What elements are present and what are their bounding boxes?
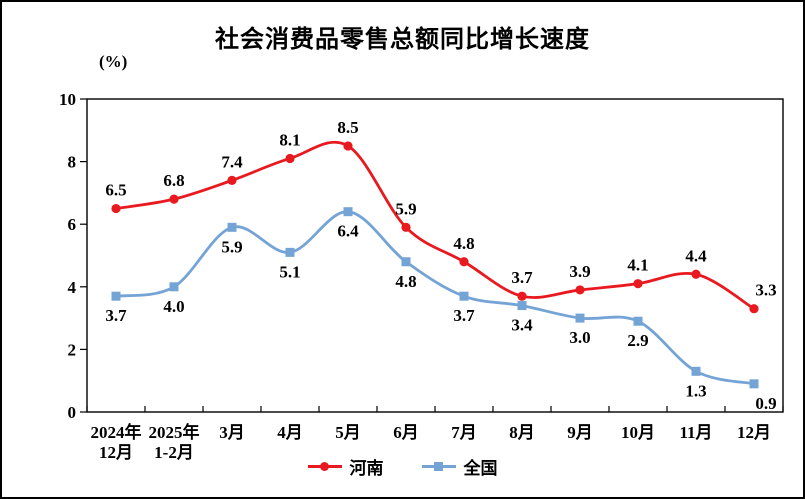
data-marker	[343, 207, 353, 217]
data-label: 8.1	[279, 130, 300, 149]
x-tick-label: 11月	[679, 423, 712, 442]
data-label: 3.3	[755, 281, 776, 300]
data-marker	[343, 141, 353, 151]
data-label: 4.0	[163, 297, 184, 316]
data-marker	[401, 257, 411, 267]
data-marker	[691, 366, 701, 376]
data-label: 6.4	[337, 222, 359, 241]
data-marker	[517, 291, 527, 301]
data-label: 8.5	[337, 118, 358, 137]
data-marker	[517, 301, 527, 311]
data-label: 6.8	[163, 171, 184, 190]
data-marker	[459, 291, 469, 301]
data-marker	[633, 279, 643, 289]
data-marker	[169, 194, 179, 204]
x-tick-label: 12月	[737, 423, 771, 442]
henan-series-marker-icon	[307, 462, 342, 471]
data-marker	[227, 175, 237, 185]
data-marker	[749, 304, 759, 314]
data-marker	[285, 247, 295, 257]
y-tick-label: 6	[68, 215, 77, 234]
data-label: 3.7	[453, 306, 475, 325]
data-label: 5.9	[395, 199, 416, 218]
legend-label-henan: 河南	[349, 459, 384, 478]
data-label: 3.4	[511, 316, 533, 335]
data-label: 5.1	[279, 262, 300, 281]
chart-title: 社会消费品零售总额同比增长速度	[215, 27, 590, 53]
data-label: 3.7	[511, 268, 533, 287]
x-tick-label: 10月	[621, 423, 655, 442]
data-label: 5.9	[221, 237, 242, 256]
data-marker	[575, 313, 585, 323]
series-line-河南	[114, 140, 756, 311]
national-series-marker-icon	[421, 462, 456, 471]
data-label: 1.3	[685, 381, 706, 400]
x-tick-label: 6月	[393, 423, 419, 442]
data-label: 4.4	[685, 246, 707, 265]
x-tick-label: 4月	[277, 423, 303, 442]
y-tick-label: 0	[68, 403, 77, 422]
y-tick-label: 8	[68, 153, 77, 172]
data-label: 2.9	[627, 331, 648, 350]
data-marker	[575, 285, 585, 295]
data-marker	[111, 203, 121, 214]
data-marker	[111, 291, 121, 301]
data-marker	[169, 282, 179, 292]
legend-label-national: 全国	[463, 459, 498, 478]
x-tick-label: 12月	[99, 443, 133, 462]
data-marker	[285, 153, 295, 164]
plot-border	[86, 98, 784, 413]
y-tick-label: 2	[68, 340, 77, 359]
data-label: 3.0	[569, 328, 590, 347]
data-label: 4.1	[627, 256, 648, 275]
legend-item-national: 全国	[421, 454, 498, 479]
data-marker	[227, 222, 237, 232]
data-label: 4.8	[453, 234, 474, 253]
data-label: 3.7	[105, 306, 127, 325]
x-tick-label: 9月	[567, 423, 593, 442]
x-tick-label: 7月	[451, 423, 477, 442]
series-line-全国	[114, 210, 756, 386]
data-marker	[749, 379, 759, 389]
data-label: 4.8	[395, 272, 416, 291]
data-label: 7.4	[221, 152, 243, 171]
legend: 河南 全国	[2, 454, 803, 479]
x-tick-label: 8月	[509, 423, 535, 442]
data-label: 0.9	[755, 394, 776, 413]
data-marker	[633, 316, 643, 326]
x-tick-label: 3月	[219, 423, 245, 442]
x-tick-label: 2025年	[149, 422, 200, 442]
data-label: 6.5	[105, 181, 126, 200]
x-tick-label: 5月	[335, 423, 361, 442]
data-marker	[459, 257, 469, 267]
data-marker	[401, 222, 411, 232]
y-tick-label: 4	[68, 278, 77, 297]
x-tick-label: 1-2月	[154, 443, 194, 462]
legend-item-henan: 河南	[307, 454, 384, 479]
y-tick-label: 10	[59, 90, 76, 109]
y-axis-unit-label: (%)	[99, 52, 128, 71]
data-marker	[691, 269, 701, 279]
data-label: 3.9	[569, 262, 590, 281]
x-tick-label: 2024年	[91, 422, 142, 442]
